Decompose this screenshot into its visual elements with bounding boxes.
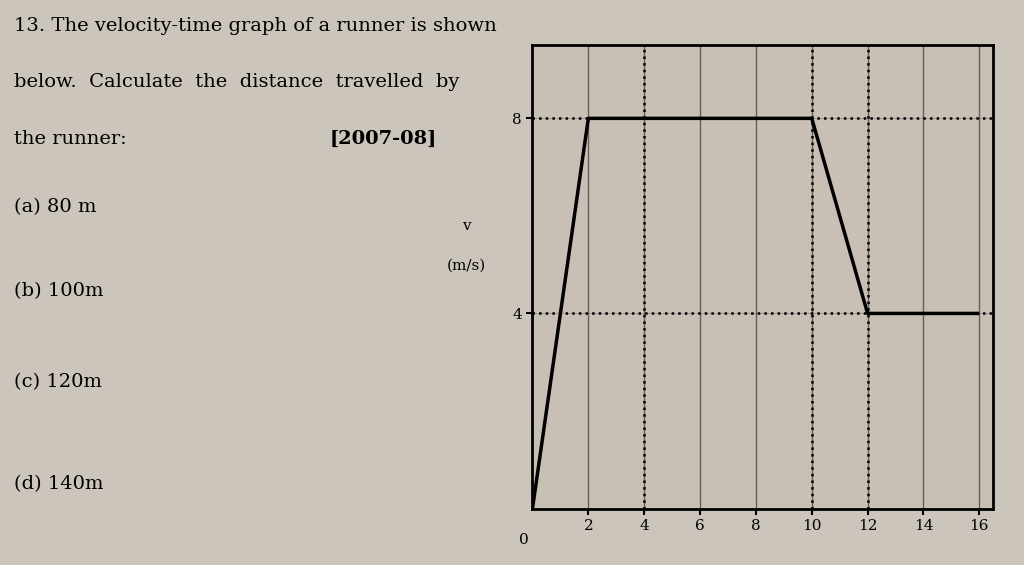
Text: (m/s): (m/s)	[446, 259, 485, 272]
Text: (a) 80 m: (a) 80 m	[13, 198, 96, 216]
Text: the runner:: the runner:	[13, 130, 126, 148]
Text: [2007-08]: [2007-08]	[330, 130, 437, 148]
Text: 0: 0	[519, 533, 529, 547]
Text: (c) 120m: (c) 120m	[13, 373, 101, 391]
Text: below.  Calculate  the  distance  travelled  by: below. Calculate the distance travelled …	[13, 73, 459, 92]
Text: v: v	[462, 219, 470, 233]
Text: (b) 100m: (b) 100m	[13, 282, 103, 301]
Text: (d) 140m: (d) 140m	[13, 475, 103, 493]
Text: 13. The velocity-time graph of a runner is shown: 13. The velocity-time graph of a runner …	[13, 17, 497, 35]
